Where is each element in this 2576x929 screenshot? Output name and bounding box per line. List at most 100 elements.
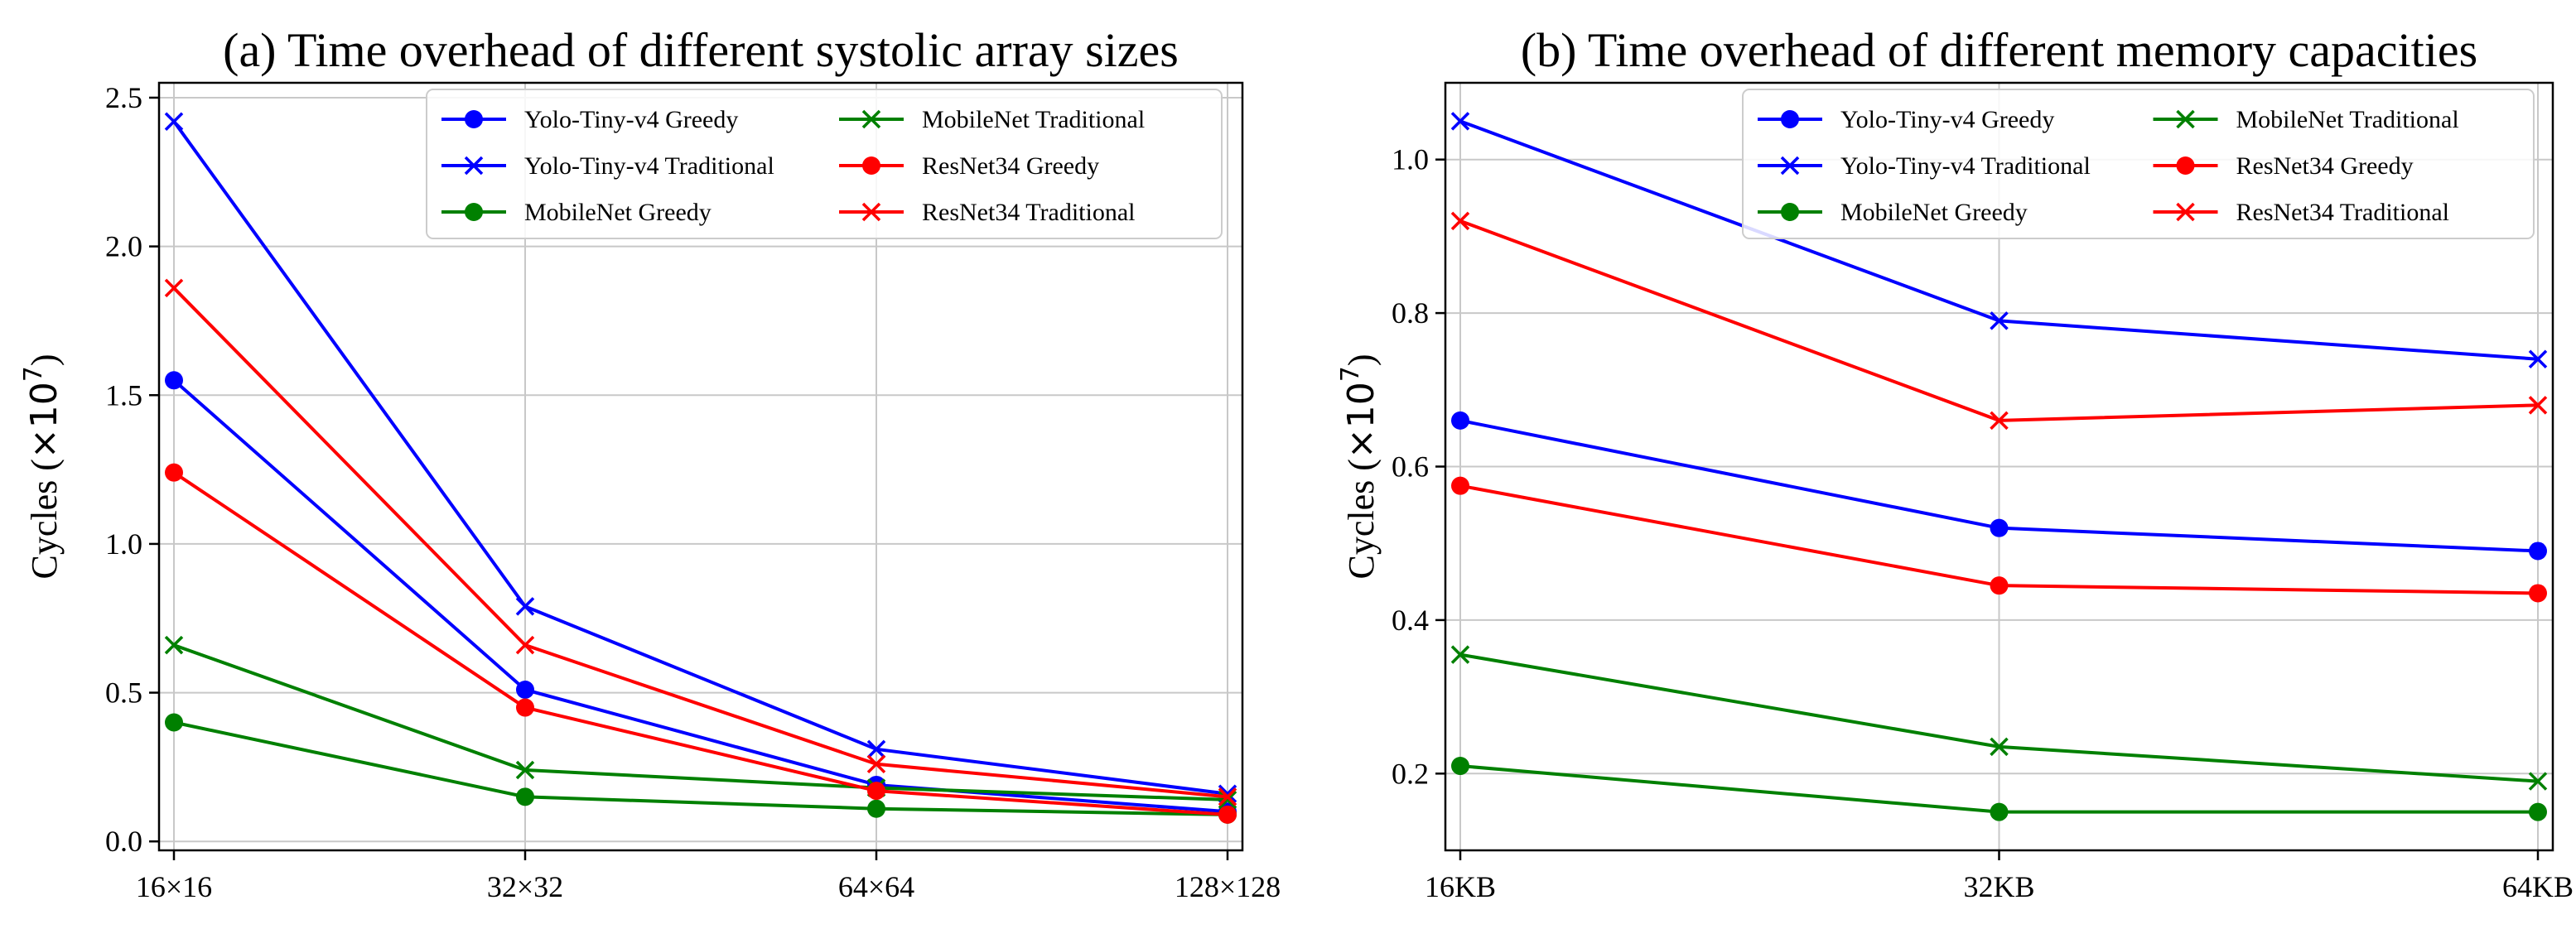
data-point bbox=[1990, 411, 2009, 431]
x-tick-label: 64KB bbox=[2502, 870, 2574, 903]
series-mobilenet-greedy bbox=[1451, 757, 2547, 821]
legend-entry: MobileNet Greedy bbox=[441, 199, 712, 226]
data-point bbox=[1451, 411, 1469, 430]
legend-marker bbox=[465, 203, 483, 221]
y-axis-label-close: ) bbox=[1341, 354, 1382, 366]
legend-label: Yolo-Tiny-v4 Traditional bbox=[1840, 152, 2091, 180]
legend-marker bbox=[2176, 109, 2195, 129]
data-point bbox=[1218, 790, 1237, 810]
series-yolo-tiny-v4-traditional bbox=[164, 112, 1237, 803]
data-point bbox=[165, 463, 183, 482]
series-line bbox=[173, 720, 1228, 816]
data-point bbox=[164, 635, 184, 655]
legend-marker bbox=[2176, 156, 2195, 175]
series-yolo-tiny-v4-traditional bbox=[1450, 112, 2548, 368]
y-tick-label: 0.5 bbox=[105, 676, 142, 710]
data-point bbox=[2529, 802, 2547, 821]
y-tick-label: 0.8 bbox=[1392, 296, 1429, 330]
data-point bbox=[516, 787, 534, 806]
legend-entry: ResNet34 Greedy bbox=[2153, 152, 2414, 180]
data-point bbox=[1451, 757, 1469, 776]
data-point bbox=[2528, 772, 2548, 791]
data-point bbox=[867, 799, 885, 818]
y-axis-label-close: ) bbox=[24, 354, 65, 366]
series-resnet34-greedy bbox=[1451, 476, 2547, 603]
data-point bbox=[1990, 311, 2009, 330]
legend-marker bbox=[1780, 156, 1800, 176]
y-axis-label-base: Cycles ( bbox=[1341, 459, 1382, 579]
series-resnet34-traditional bbox=[1450, 211, 2548, 431]
y-tick-label: 0.4 bbox=[1392, 604, 1429, 637]
data-point bbox=[516, 698, 534, 717]
data-point bbox=[515, 635, 535, 655]
data-point bbox=[1990, 576, 2009, 595]
legend-marker bbox=[465, 110, 483, 128]
data-point bbox=[2528, 349, 2548, 368]
y-axis-label: Cycles (×107) bbox=[1336, 354, 1382, 579]
data-point bbox=[1451, 476, 1469, 495]
y-tick-label: 1.0 bbox=[105, 527, 142, 561]
legend-label: ResNet34 Greedy bbox=[2236, 152, 2414, 180]
legend-entry: MobileNet Traditional bbox=[839, 106, 1145, 133]
series-resnet34-greedy bbox=[165, 463, 1237, 824]
legend-box bbox=[1742, 89, 2535, 239]
y-axis-label-base: Cycles ( bbox=[24, 459, 65, 579]
legend-label: ResNet34 Traditional bbox=[2236, 199, 2450, 226]
legend-entry: ResNet34 Traditional bbox=[2153, 199, 2450, 226]
data-point bbox=[866, 739, 886, 759]
data-point bbox=[164, 112, 184, 131]
legend-label: Yolo-Tiny-v4 Traditional bbox=[524, 152, 774, 180]
legend-label: Yolo-Tiny-v4 Greedy bbox=[1840, 106, 2054, 133]
data-point bbox=[2529, 542, 2547, 561]
data-point bbox=[1990, 802, 2009, 821]
legend-marker bbox=[1781, 203, 1799, 221]
legend: Yolo-Tiny-v4 Greedy Yolo-Tiny-v4 Traditio… bbox=[1742, 89, 2535, 239]
data-point bbox=[866, 754, 886, 774]
y-tick-label: 2.0 bbox=[105, 230, 142, 263]
legend: Yolo-Tiny-v4 Greedy Yolo-Tiny-v4 Traditio… bbox=[426, 89, 1223, 239]
series-mobilenet-traditional bbox=[1450, 645, 2548, 791]
x-tick-label: 16KB bbox=[1425, 870, 1496, 903]
data-point bbox=[165, 713, 183, 732]
legend-label: Yolo-Tiny-v4 Greedy bbox=[524, 106, 738, 133]
legend-box bbox=[426, 89, 1223, 239]
data-point bbox=[1450, 645, 1470, 664]
series-line bbox=[172, 120, 1228, 796]
legend-label: ResNet34 Traditional bbox=[922, 199, 1136, 226]
series-line bbox=[172, 471, 1228, 816]
legend-label: ResNet34 Greedy bbox=[922, 152, 1099, 180]
legend-marker bbox=[464, 156, 484, 176]
y-axis-label-exp: 7 bbox=[19, 366, 48, 382]
legend-entry: MobileNet Traditional bbox=[2153, 106, 2459, 133]
legend-entry: Yolo-Tiny-v4 Traditional bbox=[1758, 152, 2091, 180]
y-axis-label-mult: ×10 bbox=[23, 382, 65, 459]
chart-title: (b) Time overhead of different memory ca… bbox=[1521, 23, 2477, 77]
y-tick-label: 1.0 bbox=[1392, 143, 1429, 176]
legend-label: MobileNet Traditional bbox=[2236, 106, 2459, 133]
y-axis-label: Cycles (×107) bbox=[19, 354, 65, 579]
legend-marker bbox=[861, 202, 881, 222]
series-line bbox=[172, 286, 1228, 799]
data-point bbox=[2528, 396, 2548, 415]
plot-frame bbox=[157, 81, 1244, 852]
legend-marker bbox=[861, 109, 881, 129]
data-point bbox=[164, 278, 184, 298]
x-tick-label: 32×32 bbox=[487, 870, 563, 903]
x-tick-label: 32KB bbox=[1963, 870, 2034, 903]
series-line bbox=[172, 378, 1228, 814]
y-tick-label: 0.2 bbox=[1392, 757, 1429, 790]
y-tick-label: 1.5 bbox=[105, 378, 142, 412]
y-tick-label: 0.6 bbox=[1392, 450, 1429, 484]
data-point bbox=[515, 597, 535, 616]
data-point bbox=[1450, 112, 1470, 131]
chart-a: (a) Time overhead of different systolic … bbox=[19, 23, 1281, 903]
chart-b: (b) Time overhead of different memory ca… bbox=[1336, 23, 2574, 903]
y-tick-label: 0.0 bbox=[105, 825, 142, 858]
legend-marker bbox=[1781, 110, 1799, 128]
y-axis-label-exp: 7 bbox=[1336, 366, 1365, 382]
y-tick-label: 2.5 bbox=[105, 81, 142, 114]
y-axis-label-mult: ×10 bbox=[1340, 382, 1382, 459]
data-point bbox=[1218, 787, 1237, 806]
legend-entry: Yolo-Tiny-v4 Traditional bbox=[441, 152, 774, 180]
